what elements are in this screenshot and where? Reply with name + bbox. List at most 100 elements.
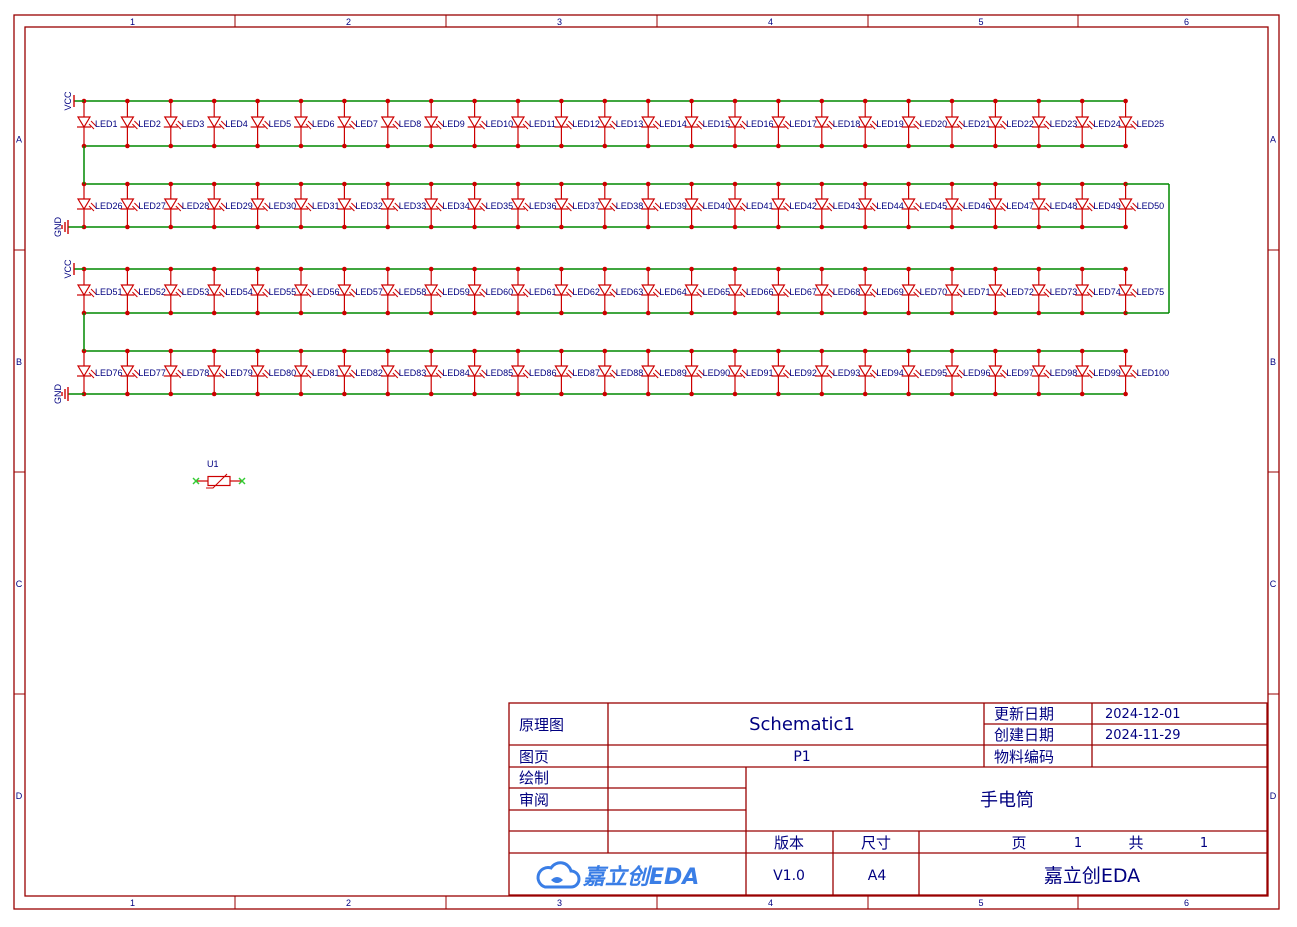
led[interactable]: LED34 [424, 181, 470, 230]
led[interactable]: LED49 [1075, 181, 1121, 230]
led[interactable]: LED62 [554, 266, 600, 316]
led[interactable]: LED92 [771, 348, 817, 397]
led[interactable]: LED9 [424, 98, 465, 149]
led[interactable]: LED78 [163, 348, 210, 397]
led[interactable]: LED75 [1118, 266, 1165, 316]
led[interactable]: LED5 [250, 98, 292, 149]
led[interactable]: LED44 [858, 181, 904, 230]
led[interactable]: LED23 [1031, 98, 1078, 149]
led[interactable]: LED13 [597, 98, 644, 149]
led[interactable]: LED8 [380, 98, 422, 149]
led[interactable]: LED64 [641, 266, 687, 316]
led[interactable]: LED40 [684, 181, 731, 230]
led[interactable]: LED67 [771, 266, 817, 316]
led[interactable]: LED19 [858, 98, 904, 149]
led[interactable]: LED32 [337, 181, 383, 230]
led[interactable]: LED53 [163, 266, 210, 316]
led-circuit[interactable]: LED1 LED2 LED3 LED4 LED5 LED6 LED7 LED8 LED9 LED1… [53, 91, 1170, 404]
led[interactable]: LED84 [424, 348, 470, 397]
led[interactable]: LED85 [467, 348, 514, 397]
led[interactable]: LED68 [814, 266, 861, 316]
led[interactable]: LED42 [771, 181, 817, 230]
led[interactable]: LED98 [1031, 348, 1078, 397]
led[interactable]: LED11 [510, 98, 556, 149]
led[interactable]: LED81 [293, 348, 340, 397]
led[interactable]: LED6 [293, 98, 335, 149]
led[interactable]: LED10 [467, 98, 514, 149]
led[interactable]: LED24 [1075, 98, 1121, 149]
led[interactable]: LED22 [988, 98, 1034, 149]
led[interactable]: LED100 [1118, 348, 1170, 397]
led[interactable]: LED52 [120, 266, 166, 316]
led[interactable]: LED51 [76, 266, 123, 316]
led[interactable]: LED63 [597, 266, 644, 316]
led[interactable]: LED94 [858, 348, 904, 397]
led[interactable]: LED50 [1118, 181, 1165, 230]
led[interactable]: LED39 [641, 181, 687, 230]
led[interactable]: LED73 [1031, 266, 1078, 316]
led[interactable]: LED56 [293, 266, 340, 316]
led[interactable]: LED17 [771, 98, 817, 149]
led[interactable]: LED16 [727, 98, 774, 149]
led[interactable]: LED36 [510, 181, 557, 230]
led[interactable]: LED35 [467, 181, 514, 230]
led[interactable]: LED76 [76, 348, 123, 397]
led[interactable]: LED27 [120, 181, 166, 230]
led[interactable]: LED69 [858, 266, 904, 316]
led[interactable]: LED4 [207, 98, 248, 149]
led[interactable]: LED46 [944, 181, 991, 230]
led[interactable]: LED41 [727, 181, 774, 230]
led[interactable]: LED12 [554, 98, 600, 149]
led[interactable]: LED57 [337, 266, 383, 316]
led[interactable]: LED1 [76, 98, 118, 149]
led[interactable]: LED3 [163, 98, 205, 149]
led[interactable]: LED87 [554, 348, 600, 397]
led[interactable]: LED21 [944, 98, 991, 149]
led[interactable]: LED74 [1075, 266, 1121, 316]
led[interactable]: LED83 [380, 348, 427, 397]
led[interactable]: LED86 [510, 348, 557, 397]
led[interactable]: LED15 [684, 98, 731, 149]
led[interactable]: LED31 [293, 181, 340, 230]
led[interactable]: LED58 [380, 266, 427, 316]
led[interactable]: LED33 [380, 181, 427, 230]
led[interactable]: LED97 [988, 348, 1034, 397]
led[interactable]: LED2 [120, 98, 161, 149]
led[interactable]: LED14 [641, 98, 687, 149]
led[interactable]: LED89 [641, 348, 687, 397]
led[interactable]: LED79 [207, 348, 253, 397]
u1-part[interactable]: U1 [192, 459, 246, 489]
led[interactable]: LED93 [814, 348, 861, 397]
led[interactable]: LED70 [901, 266, 948, 316]
led[interactable]: LED48 [1031, 181, 1078, 230]
led[interactable]: LED38 [597, 181, 644, 230]
led[interactable]: LED7 [337, 98, 378, 149]
led[interactable]: LED59 [424, 266, 470, 316]
led[interactable]: LED99 [1075, 348, 1121, 397]
led[interactable]: LED77 [120, 348, 166, 397]
led[interactable]: LED65 [684, 266, 731, 316]
led[interactable]: LED43 [814, 181, 861, 230]
led[interactable]: LED54 [207, 266, 253, 316]
led[interactable]: LED72 [988, 266, 1034, 316]
led[interactable]: LED47 [988, 181, 1034, 230]
led[interactable]: LED29 [207, 181, 253, 230]
led[interactable]: LED18 [814, 98, 861, 149]
led[interactable]: LED71 [944, 266, 991, 316]
led[interactable]: LED80 [250, 348, 297, 397]
led[interactable]: LED28 [163, 181, 210, 230]
led[interactable]: LED25 [1118, 98, 1165, 149]
led[interactable]: LED20 [901, 98, 948, 149]
led[interactable]: LED55 [250, 266, 297, 316]
led[interactable]: LED60 [467, 266, 514, 316]
led[interactable]: LED30 [250, 181, 297, 230]
led[interactable]: LED95 [901, 348, 948, 397]
led[interactable]: LED96 [944, 348, 991, 397]
led[interactable]: LED66 [727, 266, 774, 316]
led[interactable]: LED45 [901, 181, 948, 230]
led[interactable]: LED88 [597, 348, 644, 397]
led[interactable]: LED91 [727, 348, 774, 397]
led[interactable]: LED90 [684, 348, 731, 397]
led[interactable]: LED26 [76, 181, 123, 230]
